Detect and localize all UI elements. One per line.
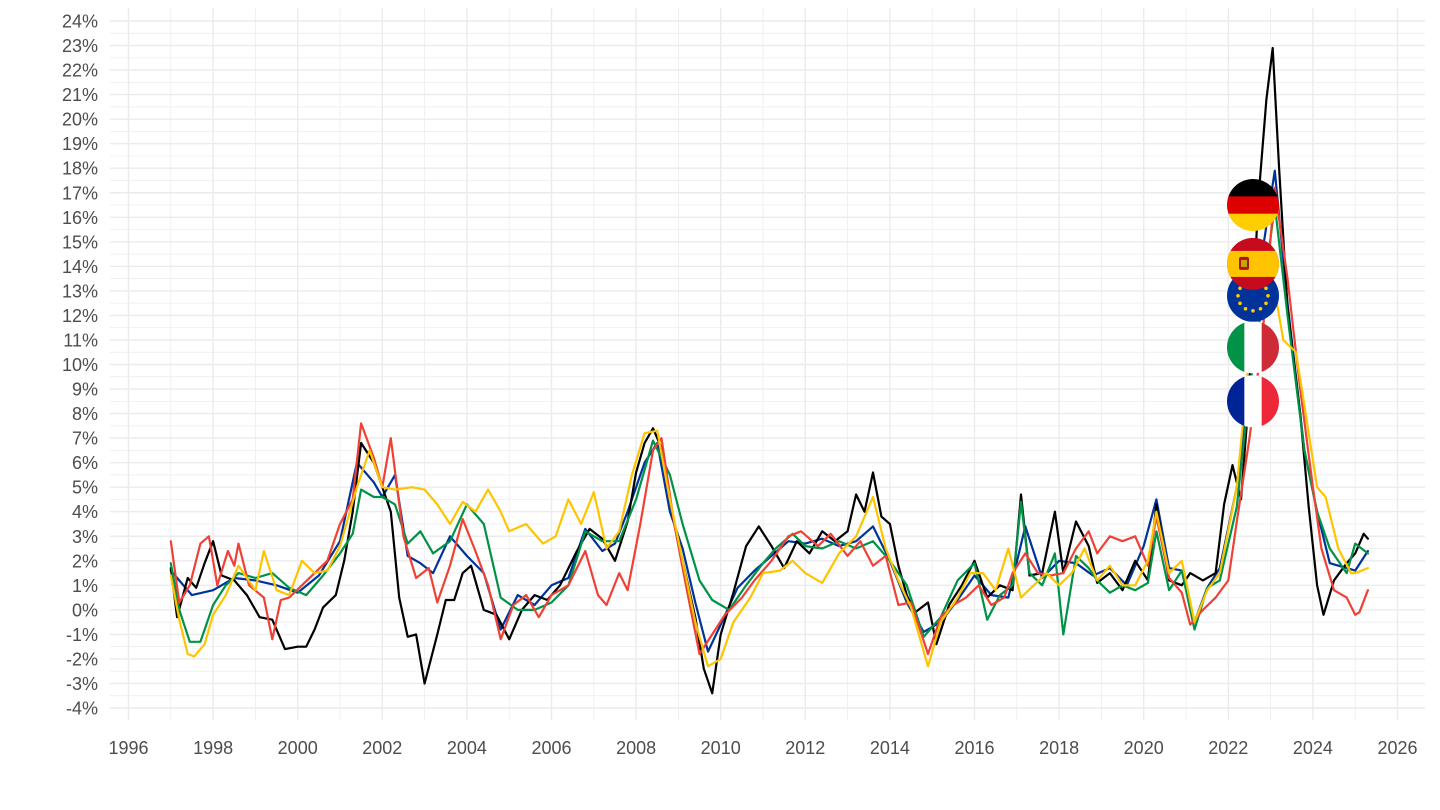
y-tick-label: 13%	[62, 281, 98, 301]
y-tick-label: 16%	[62, 208, 98, 228]
series-line-euro-area	[169, 169, 1369, 653]
y-tick-label: 17%	[62, 183, 98, 203]
x-tick-label: 1996	[108, 738, 148, 758]
y-tick-label: 10%	[62, 355, 98, 375]
series-line-germany	[169, 46, 1369, 695]
x-tick-label: 2020	[1124, 738, 1164, 758]
x-tick-label: 2006	[531, 738, 571, 758]
y-tick-label: 0%	[72, 600, 98, 620]
y-tick-label: -4%	[66, 699, 98, 719]
y-tick-label: 9%	[72, 380, 98, 400]
france-flag-icon	[1227, 375, 1279, 428]
series-line-france	[169, 186, 1369, 656]
x-tick-label: 2002	[362, 738, 402, 758]
x-tick-label: 2004	[447, 738, 487, 758]
y-tick-label: -1%	[66, 625, 98, 645]
y-tick-label: 6%	[72, 453, 98, 473]
x-tick-label: 2022	[1208, 738, 1248, 758]
series-lines	[169, 46, 1369, 695]
y-tick-label: 2%	[72, 551, 98, 571]
y-tick-label: 8%	[72, 404, 98, 424]
y-tick-label: 11%	[63, 330, 98, 350]
x-tick-label: 2008	[616, 738, 656, 758]
y-tick-label: 23%	[62, 36, 98, 56]
x-tick-label: 2000	[278, 738, 318, 758]
y-tick-label: 18%	[62, 159, 98, 179]
x-tick-label: 2016	[954, 738, 994, 758]
germany-flag-icon	[1227, 179, 1279, 232]
x-tick-label: 2012	[785, 738, 825, 758]
y-tick-label: 7%	[72, 429, 98, 449]
y-tick-label: 24%	[62, 12, 98, 32]
x-tick-label: 2024	[1293, 738, 1333, 758]
grid-lines	[110, 8, 1425, 720]
y-tick-label: -2%	[66, 649, 98, 669]
x-tick-label: 2010	[701, 738, 741, 758]
y-tick-label: -3%	[66, 674, 98, 694]
italy-flag-icon	[1227, 321, 1279, 374]
spain-flag-icon	[1227, 237, 1279, 290]
y-tick-label: 3%	[72, 527, 98, 547]
y-tick-label: 5%	[72, 478, 98, 498]
series-line-italy	[169, 203, 1369, 643]
x-tick-label: 2018	[1039, 738, 1079, 758]
y-tick-label: 20%	[62, 110, 98, 130]
x-tick-label: 2026	[1377, 738, 1417, 758]
x-tick-label: 1998	[193, 738, 233, 758]
y-axis-tick-labels: -4% -3% -2% -1% 0% 1% 2% 3% 4% 5% 6% 7% 8% 9% 10% 11% 12…	[62, 12, 98, 719]
y-tick-label: 19%	[62, 134, 98, 154]
flag-markers	[1227, 179, 1279, 428]
y-tick-label: 21%	[62, 85, 98, 105]
y-tick-label: 1%	[72, 576, 98, 596]
y-tick-label: 14%	[62, 257, 98, 277]
y-tick-label: 12%	[62, 306, 98, 326]
x-axis-tick-labels: 1996 1998 2000 2002 2004 2006 2008 2010 2012 2014…	[108, 738, 1417, 758]
y-tick-label: 22%	[62, 61, 98, 81]
y-tick-label: 4%	[72, 502, 98, 522]
x-tick-label: 2014	[870, 738, 910, 758]
series-line-spain	[169, 265, 1369, 668]
y-tick-label: 15%	[62, 232, 98, 252]
